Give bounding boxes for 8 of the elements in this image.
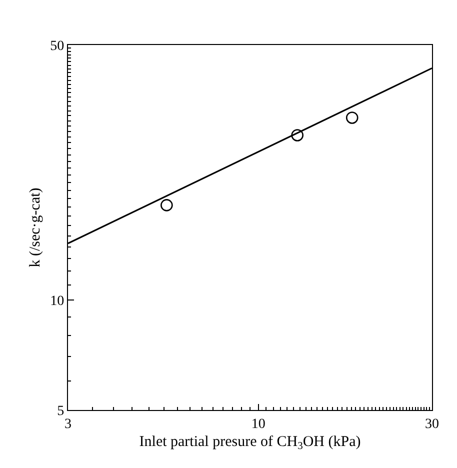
- y-tick-label: 10: [50, 294, 64, 310]
- y-axis-title: k (/sec·g-cat): [27, 188, 44, 268]
- x-tick-label: 10: [251, 416, 266, 432]
- y-tick-label: 5: [57, 404, 64, 419]
- x-tick-label: 30: [425, 416, 439, 432]
- x-tick-label: 3: [64, 416, 72, 432]
- x-axis-title: Inlet partial presure of CH$_{3}$OH (kPa): [139, 434, 361, 452]
- y-tick-label: 50: [50, 38, 64, 54]
